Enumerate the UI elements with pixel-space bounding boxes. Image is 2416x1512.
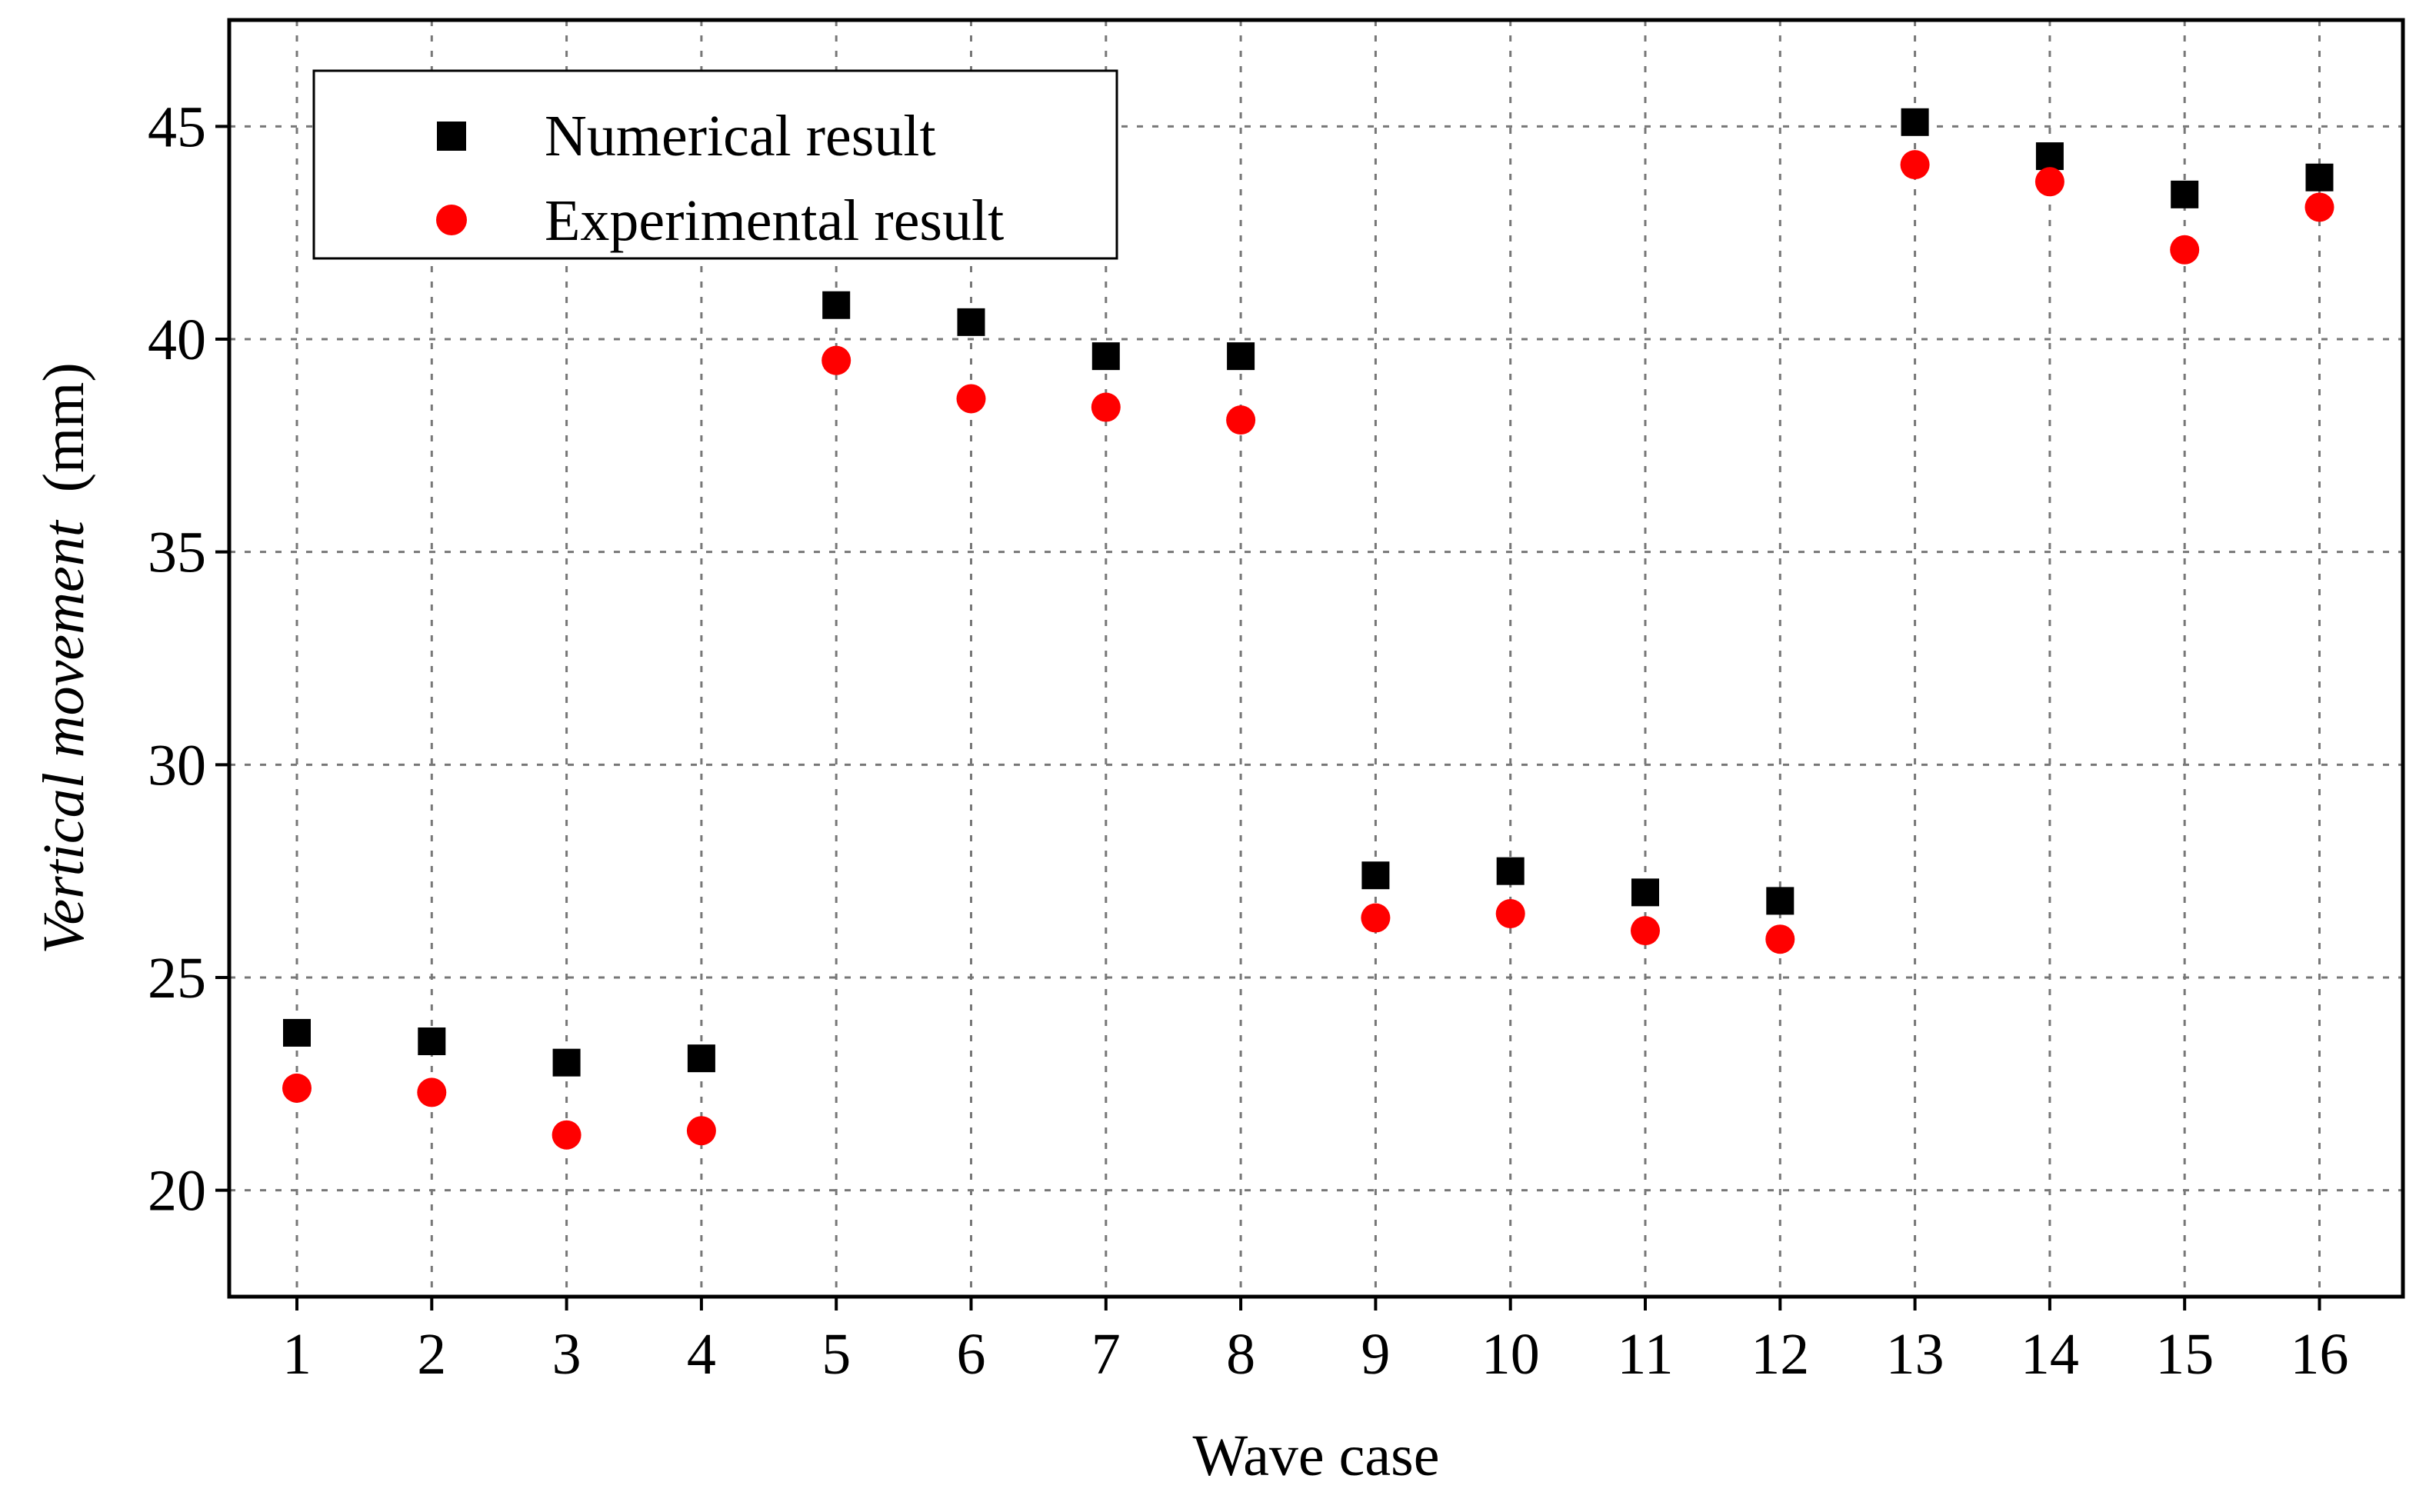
x-tick-label: 2 xyxy=(417,1322,446,1387)
numerical-point xyxy=(418,1027,446,1055)
y-tick-label: 35 xyxy=(148,521,206,585)
x-tick-label: 9 xyxy=(1361,1322,1390,1387)
x-tick-label: 6 xyxy=(957,1322,986,1387)
experimental-point xyxy=(1361,903,1391,933)
experimental-point xyxy=(282,1073,312,1103)
numerical-point xyxy=(822,291,851,319)
experimental-point xyxy=(2170,235,2200,265)
x-tick-label: 11 xyxy=(1617,1322,1673,1387)
x-tick-label: 3 xyxy=(552,1322,582,1387)
experimental-point xyxy=(1765,924,1795,954)
numerical-point xyxy=(283,1018,311,1047)
numerical-point xyxy=(552,1048,581,1077)
x-axis-label: Wave case xyxy=(1193,1424,1440,1488)
numerical-point xyxy=(957,308,985,336)
y-tick-label: 25 xyxy=(148,946,206,1011)
numerical-point xyxy=(1766,887,1795,915)
experimental-point xyxy=(1226,405,1256,435)
grid-lines xyxy=(229,20,2403,1297)
legend-label-experimental: Experimental result xyxy=(545,188,1004,253)
numerical-point xyxy=(1631,878,1659,907)
experimental-point xyxy=(2304,192,2334,222)
x-tick-label: 5 xyxy=(821,1322,851,1387)
y-axis-label-unit: (mm) xyxy=(32,362,96,492)
numerical-point xyxy=(1361,861,1390,890)
plot-frame xyxy=(227,18,2405,1299)
experimental-point xyxy=(417,1077,447,1107)
experimental-point xyxy=(1900,150,1930,180)
x-tick-label: 16 xyxy=(2291,1322,2349,1387)
experimental-point xyxy=(552,1120,582,1150)
legend: Numerical result Experimental result xyxy=(312,69,1118,260)
numerical-point xyxy=(2171,180,2199,208)
legend-label-numerical: Numerical result xyxy=(545,104,936,168)
y-tick-label: 45 xyxy=(148,95,206,159)
legend-marker-numerical xyxy=(437,122,466,151)
experimental-point xyxy=(1495,899,1525,928)
axis-ticks xyxy=(215,125,2321,1311)
x-tick-label: 10 xyxy=(1481,1322,1540,1387)
x-tick-label: 15 xyxy=(2155,1322,2214,1387)
experimental-point xyxy=(1631,916,1660,946)
experimental-point xyxy=(686,1116,716,1146)
y-tick-label: 30 xyxy=(148,733,206,798)
data-marks xyxy=(282,108,2334,1150)
numerical-point xyxy=(687,1044,715,1073)
experimental-point xyxy=(956,384,986,414)
experimental-point xyxy=(1091,392,1121,422)
experimental-point xyxy=(821,345,851,375)
x-tick-label: 12 xyxy=(1751,1322,1809,1387)
y-axis-label-italic: Vertical movement xyxy=(32,519,96,954)
legend-marker-experimental xyxy=(436,205,467,235)
numerical-point xyxy=(2305,163,2334,191)
y-tick-label: 20 xyxy=(148,1159,206,1224)
numerical-point xyxy=(1901,108,1929,136)
y-tick-label: 40 xyxy=(148,308,206,372)
numerical-point xyxy=(2035,142,2064,171)
x-tick-label: 14 xyxy=(2021,1322,2079,1387)
y-axis-label: Vertical movement (mm) xyxy=(32,362,96,954)
x-tick-label: 1 xyxy=(282,1322,312,1387)
x-tick-label: 8 xyxy=(1226,1322,1255,1387)
numerical-point xyxy=(1227,342,1255,371)
numerical-point xyxy=(1091,342,1120,371)
experimental-point xyxy=(2034,167,2064,197)
x-tick-label: 13 xyxy=(1886,1322,1944,1387)
numerical-point xyxy=(1496,857,1525,885)
x-tick-label: 7 xyxy=(1091,1322,1121,1387)
x-tick-label: 4 xyxy=(687,1322,716,1387)
